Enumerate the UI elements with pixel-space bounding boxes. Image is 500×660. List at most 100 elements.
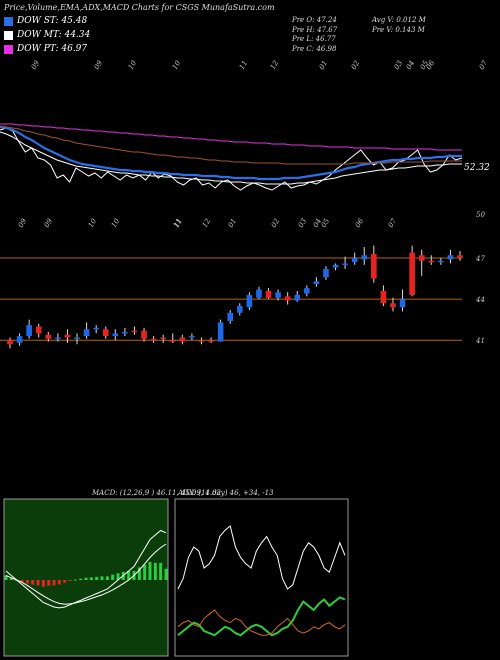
candle-body	[74, 337, 80, 339]
macd-histogram-bar	[100, 576, 104, 580]
candle-body	[438, 260, 444, 263]
x-tick-label: 03	[297, 217, 309, 229]
macd-histogram-bar	[25, 580, 29, 584]
y-axis-label: 50	[476, 211, 485, 219]
adx-title: ADX: (14 day) 46, +34, -13	[178, 489, 274, 497]
candle-body	[284, 296, 291, 301]
candle-body	[342, 263, 348, 265]
volume-info: Avg V: 0.012 M Pre V: 0.143 M	[372, 16, 426, 35]
adx-line-2	[177, 609, 346, 636]
x-tick-label: 04	[405, 59, 416, 71]
chart-title: Price,Volume,EMA,ADX,MACD Charts for CSG…	[4, 3, 275, 12]
legend-swatch	[4, 30, 13, 40]
candle-body	[102, 329, 109, 337]
macd-histogram-bar	[164, 568, 168, 580]
legend-swatch	[4, 44, 13, 54]
candle-body	[351, 258, 358, 263]
macd-histogram-bar	[127, 571, 131, 580]
candle-body	[7, 340, 13, 345]
macd-line-0	[5, 529, 167, 609]
candle-body	[457, 255, 463, 258]
macd-line-1	[5, 543, 167, 605]
macd-histogram-bar	[73, 579, 77, 581]
candle-body	[141, 330, 147, 339]
candle-body	[217, 322, 224, 342]
candle-body	[304, 288, 310, 294]
x-tick-label: 01	[227, 217, 238, 229]
x-tick-label: 10	[110, 217, 122, 229]
x-tick-label: 07	[387, 217, 399, 229]
candle-body	[428, 260, 435, 263]
candle-body	[275, 292, 281, 298]
macd-histogram-bar	[95, 576, 99, 580]
macd-histogram-bar	[143, 564, 147, 580]
candle-body	[26, 325, 32, 337]
pre-high: Pre H: 47.67	[292, 25, 338, 34]
x-tick-label: 06	[354, 217, 366, 229]
adx-line-0	[177, 525, 346, 590]
x-tick-label: 10	[171, 59, 183, 71]
macd-histogram-bar	[52, 580, 56, 586]
ema-line-4	[0, 123, 462, 151]
candle-body	[265, 290, 272, 298]
price-level-label: 41	[475, 337, 485, 345]
y-axis-label: 52.32	[464, 163, 490, 173]
candle-body	[35, 326, 42, 334]
candle-body	[45, 334, 52, 339]
x-tick-label: 09	[30, 59, 42, 71]
macd-histogram-bar	[159, 562, 163, 580]
candle-body	[246, 294, 253, 308]
candle-body	[122, 331, 128, 334]
candle-body	[227, 312, 234, 322]
price-info: Pre O: 47.24 Pre H: 47.67 Pre L: 46.77 P…	[292, 16, 337, 54]
candle-body	[198, 340, 205, 342]
x-tick-label: 02	[270, 217, 282, 229]
x-tick-label: 09	[43, 217, 55, 229]
macd-histogram-bar	[153, 562, 157, 580]
x-tick-label: 02	[350, 59, 362, 71]
candle-body	[64, 334, 71, 338]
candle-body	[332, 264, 339, 268]
macd-histogram-bar	[47, 580, 51, 586]
candle-body	[447, 255, 454, 260]
macd-histogram-bar	[148, 562, 152, 580]
macd-histogram-bar	[20, 580, 24, 583]
candle-body	[256, 289, 262, 298]
pre-volume: Pre V: 0.143 M	[372, 25, 425, 34]
x-tick-label: 12	[201, 217, 213, 229]
legend-swatch	[4, 16, 13, 26]
x-tick-label: 11	[172, 217, 183, 229]
ema-line-3	[0, 125, 462, 165]
macd-histogram-bar	[4, 575, 8, 580]
candle-body	[236, 305, 243, 313]
candle-body	[55, 337, 61, 339]
macd-histogram-bar	[9, 577, 13, 580]
candle-body	[189, 336, 195, 338]
pre-open: Pre O: 47.24	[292, 16, 337, 24]
legend-label: DOW MT: 44.34	[17, 30, 91, 40]
macd-histogram-bar	[111, 574, 115, 580]
ema-line-1	[0, 131, 462, 185]
x-tick-label: 05	[320, 217, 332, 229]
macd-histogram-bar	[57, 580, 61, 585]
pre-low: Pre L: 46.77	[292, 35, 336, 43]
candle-body	[390, 303, 396, 308]
price-level-label: 47	[475, 255, 485, 263]
candle-body	[380, 290, 387, 304]
x-tick-label: 10	[127, 59, 139, 71]
candle-body	[16, 336, 23, 343]
x-tick-label: 03	[393, 59, 405, 71]
candle-body	[93, 327, 99, 330]
candle-body	[131, 330, 138, 333]
pre-close: Pre C: 46.98	[292, 44, 337, 53]
candle-body	[294, 294, 301, 301]
x-tick-label: 07	[478, 59, 490, 71]
macd-histogram-bar	[63, 580, 67, 583]
candle-body	[371, 253, 377, 279]
macd-histogram-bar	[41, 580, 45, 587]
ema-line-2	[0, 125, 462, 181]
x-tick-label: 09	[17, 217, 29, 229]
macd-histogram-bar	[31, 580, 35, 585]
adx-line-1	[177, 596, 346, 637]
